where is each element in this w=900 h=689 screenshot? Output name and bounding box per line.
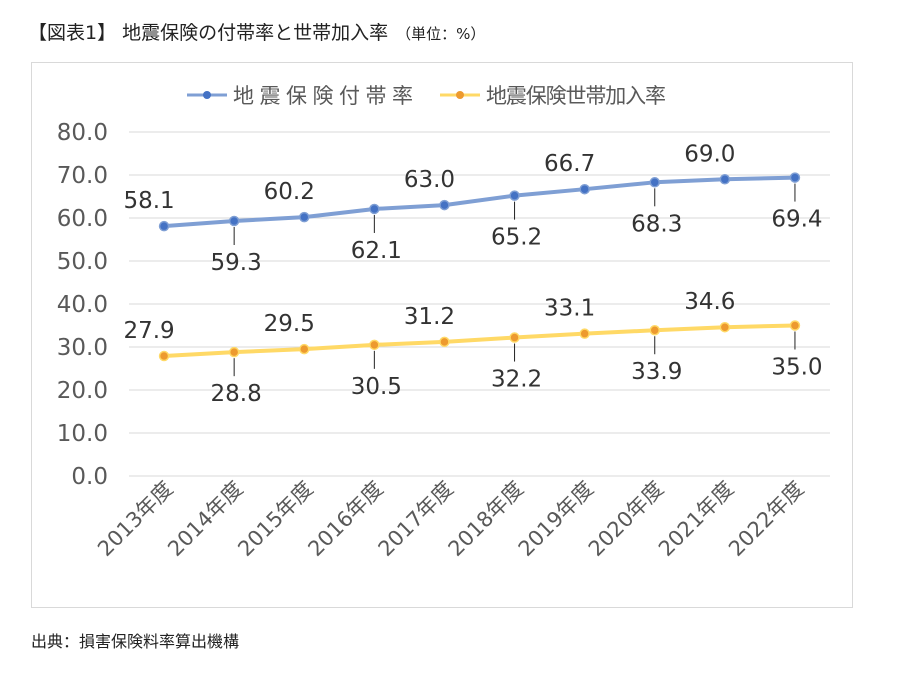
data-label: 66.7 — [544, 151, 595, 177]
x-tick-label: 2017年度 — [374, 477, 458, 561]
x-tick-label: 2014年度 — [163, 477, 247, 561]
data-label: 33.9 — [631, 359, 682, 385]
data-label: 59.3 — [211, 250, 262, 276]
y-tick-label: 20.0 — [57, 378, 108, 404]
data-point — [158, 220, 170, 232]
data-point — [369, 339, 380, 351]
data-label: 33.1 — [544, 296, 595, 322]
data-point — [649, 324, 660, 336]
data-label: 30.5 — [351, 374, 402, 400]
data-label: 29.5 — [264, 311, 315, 337]
data-point — [439, 199, 450, 211]
legend-marker — [203, 91, 211, 99]
data-label: 69.4 — [771, 207, 822, 233]
data-point — [789, 172, 801, 183]
data-point — [789, 320, 801, 331]
x-tick-label: 2016年度 — [303, 477, 387, 561]
legend-marker — [456, 91, 464, 99]
y-tick-label: 0.0 — [71, 464, 108, 490]
source-note: 出典：損害保険料率算出機構 — [31, 632, 240, 651]
x-tick-label: 2018年度 — [444, 477, 528, 561]
x-tick-label: 2022年度 — [724, 477, 808, 561]
data-label: 68.3 — [631, 211, 682, 237]
x-tick-label: 2015年度 — [233, 477, 317, 561]
legend-label: 地震保険世帯加入率 — [486, 84, 666, 108]
data-point — [299, 211, 310, 223]
y-tick-label: 80.0 — [57, 120, 108, 146]
chart-area: 0.0 10.0 20.0 30.0 40.0 50.0 60.0 70.0 80.0 2013年… — [31, 62, 853, 608]
y-tick-label: 50.0 — [57, 249, 108, 275]
data-label: 62.1 — [351, 238, 402, 264]
data-label: 32.2 — [491, 367, 542, 393]
data-point — [719, 321, 731, 333]
figure-title: 【図表1】 地震保険の付帯率と世帯加入率 （単位：%） — [28, 18, 485, 45]
y-tick-label: 10.0 — [57, 421, 108, 447]
data-label: 31.2 — [404, 304, 455, 330]
series-line — [163, 175, 795, 229]
data-label: 58.1 — [123, 188, 174, 214]
title-text: 【図表1】 地震保険の付帯率と世帯加入率 — [28, 22, 389, 44]
data-label: 69.0 — [684, 141, 735, 167]
y-tick-label: 60.0 — [57, 206, 108, 232]
series-line — [163, 323, 795, 359]
data-point — [439, 336, 450, 348]
data-label: 27.9 — [123, 318, 174, 344]
data-point — [509, 332, 520, 343]
data-label: 63.0 — [404, 167, 455, 193]
data-point — [649, 177, 660, 188]
data-point — [158, 350, 170, 362]
x-tick-label: 2019年度 — [514, 477, 598, 561]
unit-text: （単位：%） — [396, 25, 486, 43]
data-point — [719, 174, 731, 185]
data-point — [579, 328, 590, 339]
data-point — [509, 190, 520, 201]
data-point — [369, 203, 380, 215]
legend-label: 地震保険付帯率 — [233, 84, 413, 108]
line-chart: 0.010.020.030.040.050.060.070.080.02013年… — [57, 84, 830, 561]
y-tick-label: 70.0 — [57, 163, 108, 189]
x-tick-label: 2021年度 — [654, 477, 738, 561]
data-label: 35.0 — [771, 355, 822, 381]
data-point — [228, 215, 240, 227]
x-tick-label: 2020年度 — [584, 477, 668, 561]
data-label: 34.6 — [684, 289, 735, 315]
data-point — [228, 346, 240, 358]
y-tick-label: 30.0 — [57, 335, 108, 361]
data-point — [299, 343, 310, 355]
data-label: 65.2 — [491, 225, 542, 251]
y-tick-label: 40.0 — [57, 292, 108, 318]
data-label: 28.8 — [211, 381, 262, 407]
data-label: 60.2 — [264, 179, 315, 205]
data-point — [579, 183, 590, 195]
